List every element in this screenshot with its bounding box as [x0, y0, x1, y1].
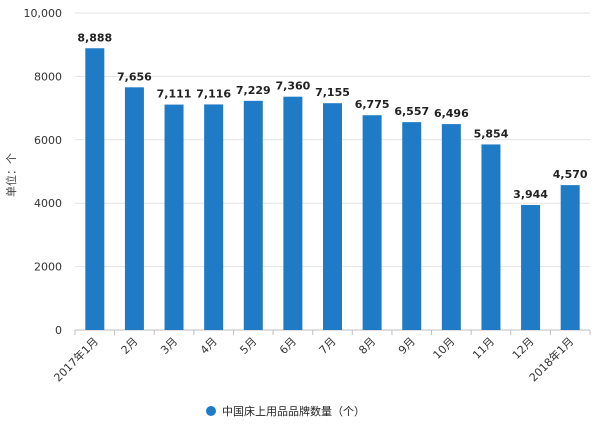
legend-swatch — [206, 406, 216, 416]
x-tick-label: 2月 — [119, 335, 141, 357]
bar — [441, 124, 461, 330]
y-axis-ticks: 0 2000 4000 6000 8000 10,000 — [24, 7, 63, 337]
bar — [164, 104, 184, 330]
data-label: 6,496 — [434, 107, 469, 120]
y-axis-title: 单位：个 — [4, 153, 18, 197]
x-tick-label: 3月 — [158, 335, 180, 357]
bar — [362, 115, 382, 330]
data-label: 7,360 — [275, 80, 310, 93]
bar — [481, 144, 501, 330]
legend: 中国床上用品品牌数量（个） — [206, 404, 365, 418]
bar — [323, 103, 342, 331]
data-label: 6,557 — [394, 105, 429, 118]
bar — [283, 96, 303, 330]
data-label: 8,888 — [77, 31, 112, 44]
bar — [124, 87, 144, 330]
x-tick-label: 11月 — [470, 335, 497, 362]
bar — [402, 122, 422, 330]
bar — [560, 185, 580, 330]
y-tick-label: 0 — [55, 324, 62, 337]
data-label: 7,656 — [117, 70, 152, 83]
bar — [243, 100, 263, 330]
legend-label: 中国床上用品品牌数量（个） — [222, 404, 365, 418]
data-label: 7,155 — [315, 86, 350, 99]
y-tick-label: 4000 — [34, 197, 62, 210]
data-label: 6,775 — [355, 98, 390, 111]
bars — [85, 48, 580, 331]
data-labels: 8,888 7,656 7,111 7,116 7,229 7,360 7,155 6,775… — [77, 31, 588, 201]
x-tick-label: 10月 — [431, 335, 458, 362]
data-label: 3,944 — [513, 188, 548, 201]
x-tick-label: 6月 — [277, 335, 299, 357]
x-tick-label: 12月 — [510, 335, 537, 362]
bar — [85, 48, 105, 331]
data-label: 4,570 — [553, 168, 588, 181]
bar — [521, 204, 541, 330]
y-tick-label: 2000 — [34, 261, 62, 274]
x-tick-label: 9月 — [396, 335, 418, 357]
bar — [204, 104, 224, 331]
data-label: 7,116 — [196, 87, 231, 100]
data-label: 7,111 — [157, 88, 192, 101]
data-label: 5,854 — [474, 127, 509, 140]
x-tick-label: 4月 — [198, 335, 220, 357]
x-tick-label: 2017年1月 — [51, 334, 101, 384]
x-tick-label: 5月 — [237, 335, 259, 357]
x-tick-label: 8月 — [356, 335, 378, 357]
x-tick-label: 7月 — [317, 335, 339, 357]
y-tick-label: 10,000 — [24, 7, 63, 20]
y-tick-label: 6000 — [34, 134, 62, 147]
y-tick-label: 8000 — [34, 70, 62, 83]
data-label: 7,229 — [236, 84, 271, 97]
